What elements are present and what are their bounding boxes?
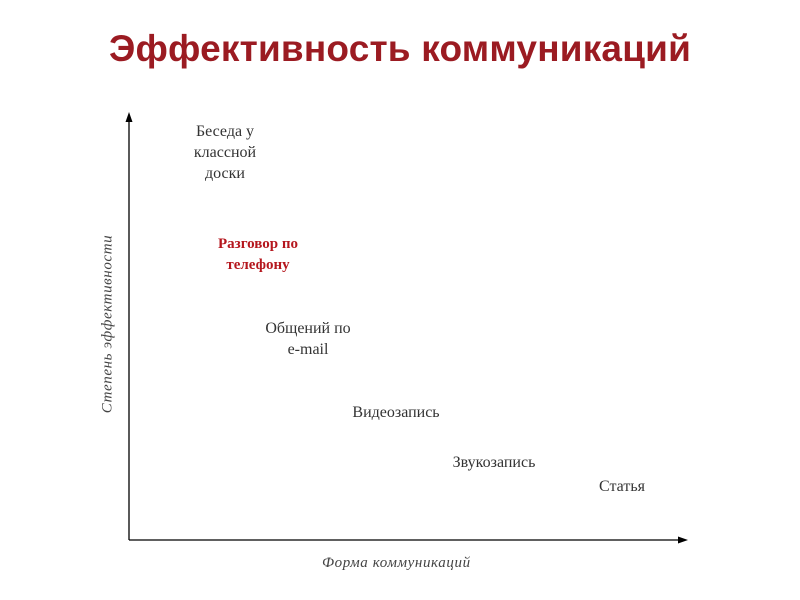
item-line: Видеозапись [352,404,440,421]
item-line: Статья [599,478,645,495]
item-line: Общений по [265,320,351,337]
item-line: Беседа у [195,123,255,140]
item-line: e-mail [287,341,329,358]
item-line: телефону [226,257,290,273]
x-axis-label: Форма коммуникаций [322,555,471,571]
slide-title: Эффективность коммуникаций [108,28,692,69]
y-axis-label: Степень эффективности [99,234,116,414]
item-video-recording: Видеозапись [340,402,452,423]
x-axis-arrow-icon [678,536,688,544]
item-line: Звукозапись [452,454,536,471]
item-class-board-talk: Беседа у классной доски [182,121,268,184]
item-line: Разговор по [218,236,298,252]
item-email: Общений по e-mail [252,318,364,360]
item-line: классной [193,144,257,161]
item-article: Статья [588,476,656,497]
item-line: доски [205,165,245,182]
item-audio-recording: Звукозапись [440,452,548,473]
y-axis-arrow-icon [125,112,133,122]
item-phone-call: Разговор по телефону [200,234,316,276]
